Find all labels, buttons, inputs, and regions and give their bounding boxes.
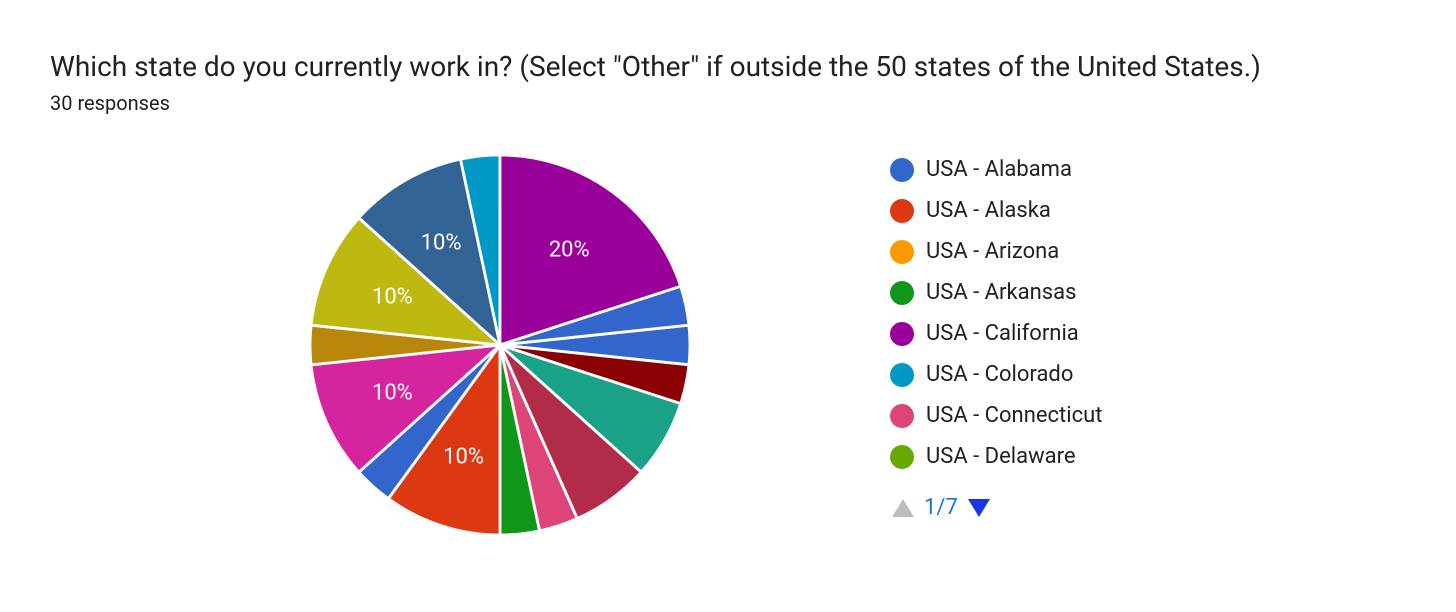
chart-row: 10% 10% 10% 10% 20% USA - Alabama USA - Alask… (50, 145, 1406, 535)
legend-label: USA - Delaware (926, 444, 1076, 469)
legend-label: USA - Arizona (926, 239, 1059, 264)
legend-label: USA - Alabama (926, 157, 1072, 182)
slice-percent-label: 20% (549, 237, 590, 262)
pie-chart: 10% 10% 10% 10% 20% (310, 155, 690, 535)
slice-percent-label: 10% (372, 285, 413, 310)
legend-item[interactable]: USA - Arizona (890, 239, 1102, 264)
legend-item[interactable]: USA - Delaware (890, 444, 1102, 469)
legend-item[interactable]: USA - Colorado (890, 362, 1102, 387)
legend-swatch (890, 404, 914, 428)
pager-text: 1/7 (924, 495, 958, 520)
legend-label: USA - Alaska (926, 198, 1051, 223)
pager-up-icon[interactable] (892, 499, 914, 517)
legend-item[interactable]: USA - Alaska (890, 198, 1102, 223)
legend: USA - Alabama USA - Alaska USA - Arizona US… (890, 157, 1102, 520)
legend-item[interactable]: USA - Alabama (890, 157, 1102, 182)
response-count: 30 responses (50, 91, 1406, 115)
legend-swatch (890, 322, 914, 346)
legend-label: USA - Colorado (926, 362, 1073, 387)
legend-item[interactable]: USA - Connecticut (890, 403, 1102, 428)
legend-pager: 1/7 (892, 495, 1102, 520)
legend-swatch (890, 445, 914, 469)
legend-swatch (890, 199, 914, 223)
legend-item[interactable]: USA - Arkansas (890, 280, 1102, 305)
legend-label: USA - California (926, 321, 1079, 346)
chart-title: Which state do you currently work in? (S… (50, 50, 1406, 83)
legend-label: USA - Arkansas (926, 280, 1076, 305)
legend-swatch (890, 158, 914, 182)
pie-svg (310, 155, 690, 535)
legend-swatch (890, 363, 914, 387)
legend-swatch (890, 281, 914, 305)
slice-percent-label: 10% (421, 230, 462, 255)
legend-item[interactable]: USA - California (890, 321, 1102, 346)
legend-label: USA - Connecticut (926, 403, 1102, 428)
pager-down-icon[interactable] (968, 499, 990, 517)
legend-swatch (890, 240, 914, 264)
slice-percent-label: 10% (443, 445, 484, 470)
slice-percent-label: 10% (372, 380, 413, 405)
